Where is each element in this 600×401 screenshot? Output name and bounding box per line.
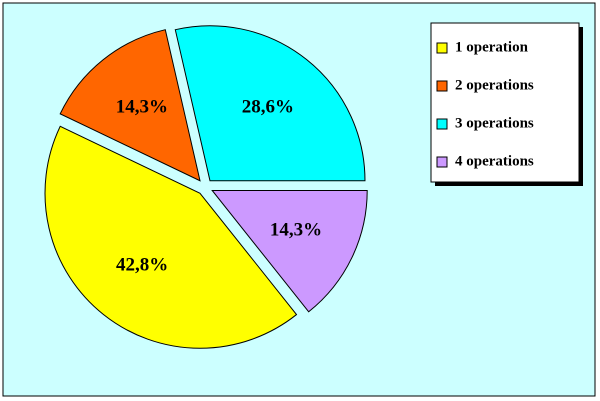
- pie-slice: [211, 189, 368, 313]
- legend-swatch: [436, 80, 448, 92]
- pie-slice: [59, 29, 201, 182]
- data-label: 14,3%: [270, 219, 322, 240]
- legend-swatch: [436, 118, 448, 130]
- pie-slice: [174, 25, 366, 182]
- pie-slice: [44, 125, 298, 349]
- legend-label: 4 operations: [455, 153, 534, 169]
- data-label: 42,8%: [116, 254, 168, 275]
- legend-swatch: [436, 156, 448, 168]
- legend-swatch: [436, 42, 448, 54]
- legend-box: [430, 22, 580, 183]
- data-label: 14,3%: [116, 97, 168, 118]
- legend-label: 3 operations: [455, 115, 534, 131]
- legend-label: 1 operation: [455, 39, 529, 55]
- data-label: 28,6%: [242, 96, 294, 117]
- legend-label: 2 operations: [455, 77, 534, 93]
